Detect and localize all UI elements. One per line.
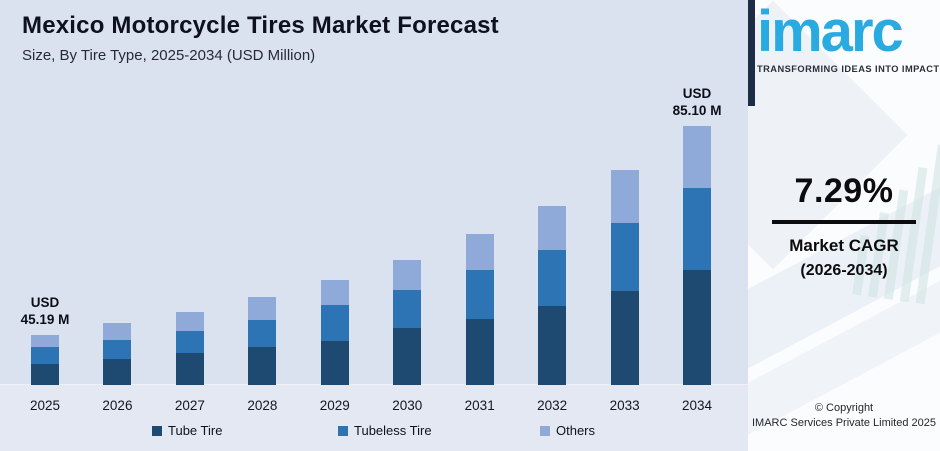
cagr-block: 7.29% Market CAGR (2026-2034) [748, 172, 940, 280]
x-axis-label-2032: 2032 [537, 398, 568, 413]
value-label-2025: USD 45.19 M [20, 295, 70, 328]
legend-label: Tubeless Tire [354, 423, 432, 438]
legend-swatch-others [540, 425, 550, 436]
segment-tube-tire-2032 [538, 306, 567, 385]
x-axis-label-2031: 2031 [464, 398, 495, 413]
segment-tubeless-tire-2031 [465, 270, 494, 319]
segment-tubeless-tire-2029 [320, 305, 349, 341]
bar-2025 [31, 335, 59, 385]
cagr-period: (2026-2034) [800, 262, 888, 279]
cagr-label: Market CAGR [789, 236, 899, 255]
cagr-value: 7.29% [794, 172, 894, 210]
segment-others-2031 [465, 234, 494, 270]
cagr-underline [772, 220, 916, 224]
segment-others-2026 [103, 323, 132, 340]
x-axis-label-2027: 2027 [174, 398, 205, 413]
x-axis-label-2029: 2029 [319, 398, 350, 413]
accent-stripe [748, 0, 755, 106]
segment-tubeless-tire-2030 [393, 290, 422, 328]
segment-others-2027 [175, 312, 204, 331]
segment-others-2034 [683, 126, 712, 188]
bar-2030 [393, 260, 422, 385]
segment-tube-tire-2025 [31, 364, 59, 385]
segment-tubeless-tire-2027 [175, 331, 204, 353]
x-axis-line [0, 384, 748, 385]
segment-tube-tire-2028 [248, 347, 277, 385]
segment-tubeless-tire-2026 [103, 340, 132, 359]
brand-panel: imarc TRANSFORMING IDEAS INTO IMPACT 7.2… [748, 0, 940, 451]
x-axis-label-2033: 2033 [609, 398, 640, 413]
segment-tube-tire-2030 [393, 328, 422, 385]
segment-tube-tire-2029 [320, 341, 349, 385]
axis-strip [0, 385, 748, 451]
segment-tubeless-tire-2025 [31, 347, 59, 364]
legend-swatch-tube-tire [152, 425, 162, 436]
segment-tubeless-tire-2028 [248, 320, 277, 347]
segment-tube-tire-2027 [175, 353, 204, 385]
chart-title: Mexico Motorcycle Tires Market Forecast [22, 12, 499, 39]
x-axis-label-2028: 2028 [247, 398, 278, 413]
segment-tube-tire-2026 [103, 359, 132, 385]
segment-others-2025 [31, 335, 59, 347]
legend-item-tubeless-tire: Tubeless Tire [338, 423, 432, 438]
legend-item-tube-tire: Tube Tire [152, 423, 222, 438]
x-axis-label-2034: 2034 [682, 398, 713, 413]
value-label-2034: USD 85.10 M [672, 86, 722, 119]
segment-others-2028 [248, 297, 277, 320]
segment-others-2030 [393, 260, 422, 290]
bar-2033 [610, 170, 639, 385]
legend-item-others: Others [540, 423, 595, 438]
legend-label: Tube Tire [168, 423, 223, 438]
segment-others-2029 [320, 280, 349, 305]
bar-2026 [103, 323, 132, 385]
x-axis-label-2030: 2030 [392, 398, 423, 413]
x-axis-label-2026: 2026 [102, 398, 133, 413]
bar-2032 [538, 206, 567, 385]
copyright: © Copyright IMARC Services Private Limit… [748, 402, 940, 429]
segment-tube-tire-2034 [683, 270, 712, 385]
imarc-logo-text: imarc [757, 0, 904, 64]
x-axis-label-2025: 2025 [29, 398, 61, 413]
bar-chart: 2025 2026 2027 2028 2029 2030 2031 2032 2033 2034… [20, 86, 722, 413]
chart-panel: Mexico Motorcycle Tires Market Forecast … [0, 12, 748, 451]
legend-label: Others [556, 423, 596, 438]
segment-tube-tire-2031 [465, 319, 494, 385]
bar-2027 [175, 312, 204, 385]
legend-swatch-tubeless-tire [338, 425, 348, 436]
chart-subtitle: Size, By Tire Type, 2025-2034 (USD Milli… [22, 47, 316, 64]
bar-2029 [320, 280, 349, 385]
copyright-line: © Copyright [814, 402, 874, 414]
segment-tubeless-tire-2034 [683, 188, 712, 270]
segment-tubeless-tire-2032 [538, 250, 567, 306]
segment-tubeless-tire-2033 [610, 223, 639, 291]
segment-tube-tire-2033 [610, 291, 639, 385]
segment-others-2033 [610, 170, 639, 223]
copyright-line: IMARC Services Private Limited 2025 [751, 417, 936, 429]
chart-header: Mexico Motorcycle Tires Market Forecast … [22, 12, 499, 64]
imarc-tagline: TRANSFORMING IDEAS INTO IMPACT [757, 63, 940, 74]
bar-2031 [465, 234, 494, 385]
segment-others-2032 [538, 206, 567, 250]
imarc-logo: imarc TRANSFORMING IDEAS INTO IMPACT [757, 0, 940, 74]
bar-2034 [683, 126, 712, 385]
bar-2028 [248, 297, 277, 385]
legend: Tube Tire Tubeless Tire Others [0, 417, 748, 451]
